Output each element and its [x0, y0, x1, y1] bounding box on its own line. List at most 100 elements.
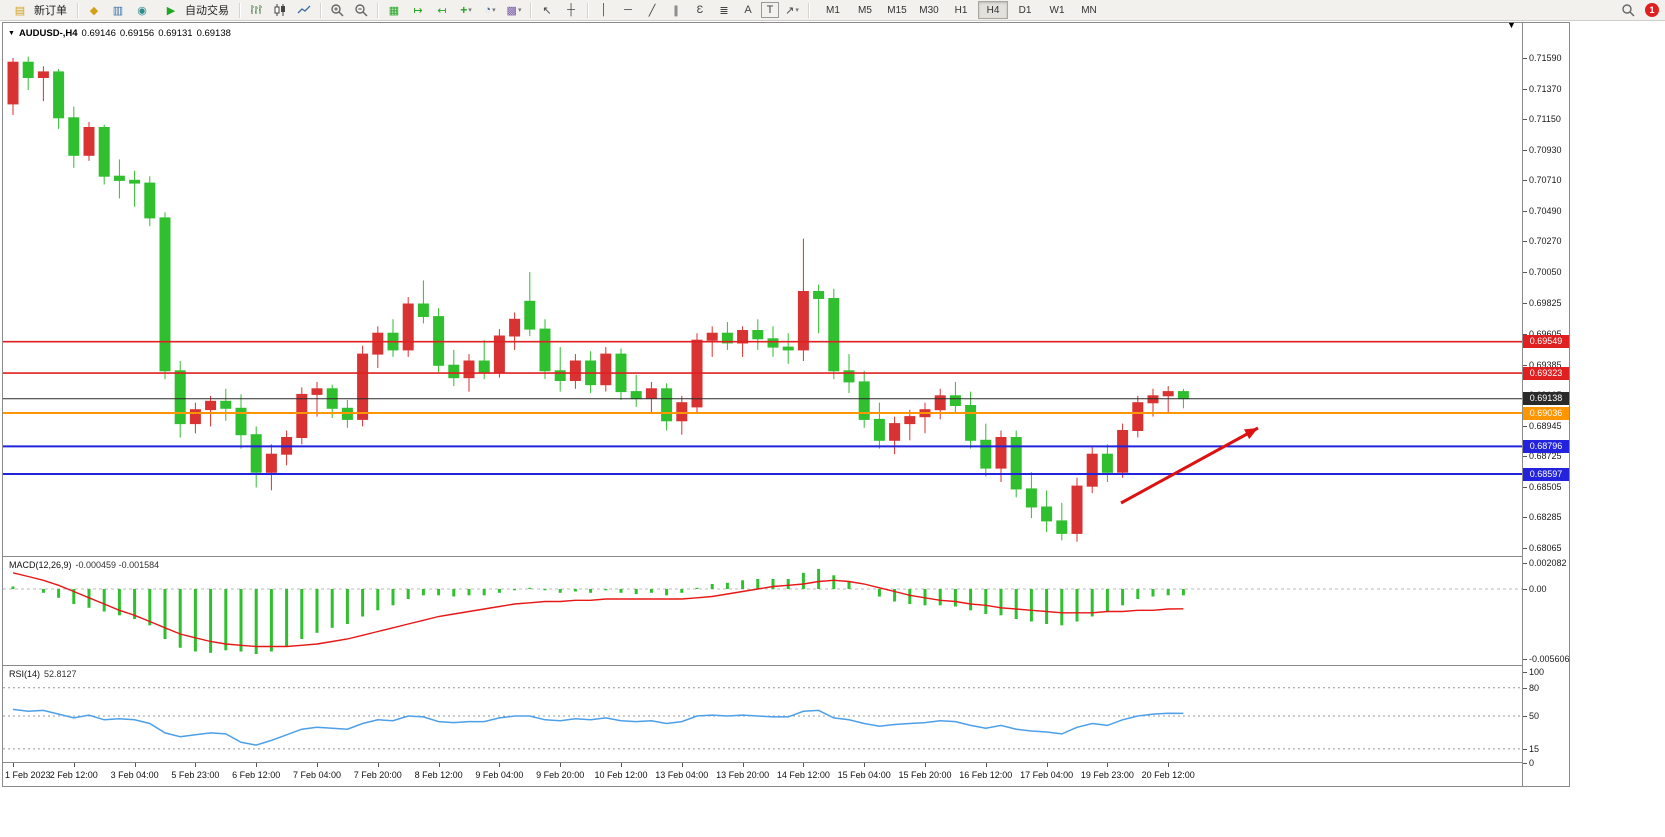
price-tick: [1523, 58, 1527, 59]
symbol-dropdown-icon[interactable]: ▼: [8, 30, 15, 37]
zoom-in-icon[interactable]: [326, 1, 348, 19]
chevron-down-icon: ▾: [468, 7, 472, 14]
price-axis-label: 0.71150: [1529, 114, 1561, 125]
toolbar-separator: [808, 2, 809, 18]
label-tool-icon[interactable]: T: [761, 2, 779, 18]
candle-body: [813, 291, 825, 299]
price-chart-area[interactable]: ▼ AUDUSD-,H4 0.69146 0.69156 0.69131 0.6…: [3, 20, 1522, 556]
time-axis-label: 17 Feb 04:00: [1020, 770, 1074, 780]
chart-shift-icon[interactable]: ↤: [437, 4, 447, 17]
periods-button[interactable]: ◔ ▾: [479, 1, 501, 19]
rsi-tick: [1523, 716, 1527, 717]
toolbar-separator: [320, 2, 321, 18]
rsi-tick: [1523, 763, 1527, 764]
time-axis-label: 14 Feb 12:00: [776, 770, 830, 780]
channel-tool-icon[interactable]: ∥: [673, 4, 679, 17]
zoom-in-glyph: [331, 4, 344, 17]
macd-values: -0.000459 -0.001584: [75, 560, 160, 570]
templates-button[interactable]: ▩ ▾: [503, 1, 525, 19]
time-tick: [13, 763, 14, 767]
zoom-out-icon[interactable]: [350, 1, 372, 19]
chart-corner-icon[interactable]: ▼: [1507, 20, 1516, 30]
timeframe-m15[interactable]: M15: [887, 4, 907, 16]
auto-scroll-icon[interactable]: ↦: [413, 4, 423, 17]
candle-body: [980, 439, 992, 469]
autotrading-play-icon: ▶: [166, 4, 176, 17]
price-tick: [1523, 486, 1527, 488]
candle-body: [767, 338, 779, 348]
timeframe-h4[interactable]: H4: [978, 1, 1008, 19]
time-tick: [925, 763, 926, 767]
price-tick: [1523, 517, 1527, 519]
price-tag-0.69036: 0.69036: [1523, 406, 1569, 420]
notification-badge[interactable]: 1: [1645, 3, 1659, 17]
timeframe-mn[interactable]: MN: [1081, 4, 1097, 16]
fibonacci-tool-icon[interactable]: Ɛ: [696, 4, 704, 16]
candle-body: [904, 416, 916, 425]
macd-svg: [3, 569, 1522, 654]
timeframe-d1[interactable]: D1: [1018, 4, 1032, 16]
timeframe-h1[interactable]: H1: [954, 4, 968, 16]
candle-body: [965, 405, 977, 441]
horizontal-line-tool-icon[interactable]: ─: [624, 4, 632, 16]
autotrading-button[interactable]: ▶ 自动交易: [155, 1, 234, 19]
timeframe-w1[interactable]: W1: [1049, 4, 1065, 16]
time-axis-label: 5 Feb 23:00: [171, 770, 220, 780]
timeframe-m30[interactable]: M30: [919, 4, 939, 16]
trendline-tool-icon[interactable]: ╱: [648, 4, 656, 17]
time-axis[interactable]: 1 Feb 2023 2 Feb 12:00 3 Feb 04:00 5 Feb 23…: [3, 763, 1522, 785]
text-tool-icon[interactable]: A: [744, 4, 752, 16]
timeframe-m1[interactable]: M1: [826, 4, 840, 16]
price-axis-label: 0.70710: [1529, 175, 1562, 186]
candle-body: [478, 360, 490, 373]
chevron-down-icon: ▾: [492, 7, 496, 14]
panel-splitter[interactable]: [3, 762, 1569, 763]
vertical-line-tool-icon[interactable]: │: [600, 4, 608, 16]
macd-panel[interactable]: [3, 557, 1522, 665]
panel-splitter[interactable]: [3, 556, 1569, 557]
time-axis-label: 15 Feb 04:00: [837, 770, 891, 780]
time-tick: [438, 763, 440, 767]
shapes-tool-icon[interactable]: ≣: [719, 4, 729, 17]
market-watch-icon[interactable]: ◆: [89, 4, 99, 17]
candle-body: [174, 370, 186, 425]
cursor-tool-icon[interactable]: ↖: [542, 4, 552, 17]
main-toolbar: ▤ 新订单 ◆ ▥ ◉ ▶ 自动交易 ▦ ↦ ↤ + ▾ ◔ ▾ ▩ ▾ ↖ ┼…: [0, 0, 1665, 21]
candle-body: [889, 423, 901, 441]
time-tick: [742, 763, 744, 767]
price-tick: [1523, 425, 1527, 427]
crosshair-tool-icon[interactable]: ┼: [567, 4, 575, 16]
terminal-icon[interactable]: ◉: [137, 4, 147, 17]
rsi-panel[interactable]: [3, 666, 1522, 762]
new-order-icon: ▤: [14, 4, 26, 17]
time-tick: [1046, 763, 1048, 767]
time-tick: [256, 763, 258, 767]
bar-chart-icon[interactable]: [245, 1, 267, 19]
search-icon[interactable]: [1617, 1, 1639, 19]
panel-splitter[interactable]: [3, 665, 1569, 666]
add-indicator-button[interactable]: + ▾: [455, 1, 477, 19]
price-tick: [1523, 149, 1527, 151]
price-axis-label: 0.69825: [1529, 298, 1562, 309]
candle-body: [220, 400, 232, 409]
candle-body: [645, 388, 657, 399]
line-chart-icon[interactable]: [293, 1, 315, 19]
price-tick: [1523, 241, 1527, 243]
candlestick-chart-icon[interactable]: [269, 1, 291, 19]
new-order-button[interactable]: ▤ 新订单: [4, 1, 72, 19]
time-axis-label: 9 Feb 04:00: [475, 770, 524, 780]
price-axis[interactable]: 0.71590 0.71370 0.71150 0.70930 0.70710 0.704…: [1522, 23, 1570, 786]
candle-body: [1117, 430, 1129, 473]
candle-body: [372, 332, 384, 355]
time-axis-label: 7 Feb 04:00: [292, 770, 342, 780]
candlestick-glyph: [274, 4, 285, 16]
tile-windows-icon[interactable]: ▦: [388, 4, 400, 17]
time-axis-label: 3 Feb 04:00: [110, 770, 159, 780]
arrow-tools-button[interactable]: ↗ ▾: [781, 1, 803, 19]
navigator-icon[interactable]: ▥: [112, 4, 124, 17]
timeframe-m5[interactable]: M5: [858, 4, 872, 16]
toolbar-right-group: 1: [1617, 1, 1661, 19]
candle-body: [828, 298, 840, 372]
trend-arrow-line[interactable]: [1120, 426, 1259, 505]
time-axis-label: 20 Feb 12:00: [1141, 770, 1195, 780]
